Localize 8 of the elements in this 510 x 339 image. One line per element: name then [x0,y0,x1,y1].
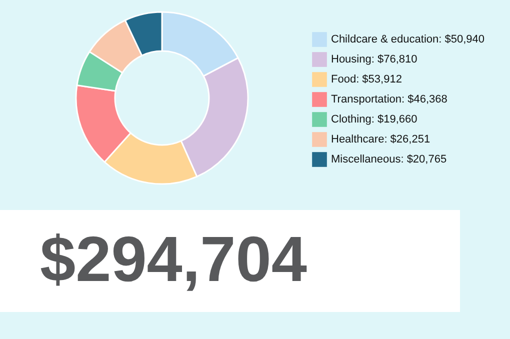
legend-label: Housing: $76,810 [331,54,418,66]
legend-label: Childcare & education: $50,940 [331,34,484,46]
legend-label: Clothing: $19,660 [331,114,418,126]
legend-label: Miscellaneous: $20,765 [331,154,447,166]
legend-label: Healthcare: $26,251 [331,134,430,146]
legend-label: Food: $53,912 [331,74,402,86]
legend-label: Transportation: $46,368 [331,94,448,106]
text: $294,704 [40,223,308,295]
